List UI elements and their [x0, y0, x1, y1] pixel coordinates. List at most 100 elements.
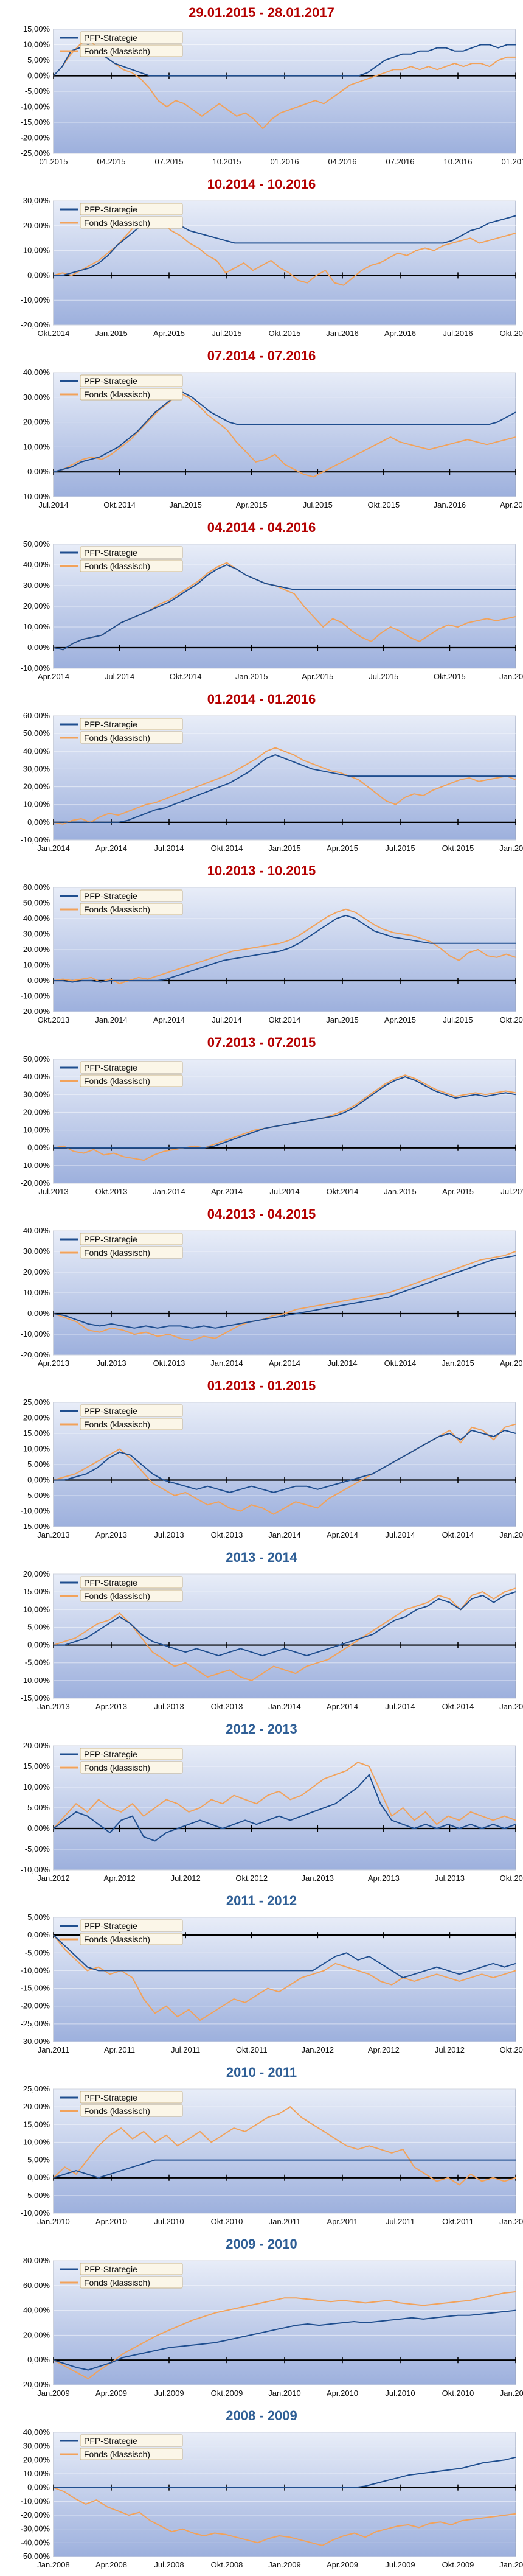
y-tick-label: -5,00%: [25, 1844, 50, 1853]
x-tick-label: Apr.2009: [327, 2560, 358, 2569]
y-tick-label: -25,00%: [21, 149, 50, 158]
y-tick-label: 10,00%: [23, 2137, 50, 2146]
legend: PFP-Strategie Fonds (klassisch): [60, 2434, 183, 2460]
series-line-strategy: [53, 391, 516, 473]
x-tick-label: Jan.2014: [268, 1530, 301, 1539]
y-tick-label: 20,00%: [23, 1107, 50, 1116]
y-tick-label: 15,00%: [23, 24, 50, 33]
y-tick-label: 0,00%: [27, 467, 50, 476]
x-tick-label: Jan.2015: [235, 672, 268, 681]
y-tick-label: 10,00%: [23, 1605, 50, 1614]
legend-label: Fonds (klassisch): [84, 218, 150, 228]
y-tick-label: 0,00%: [27, 1824, 50, 1833]
x-tick-label: Okt.2012: [235, 1874, 268, 1883]
chart-title: 10.2013 - 10.2015: [207, 863, 316, 878]
y-tick-label: -15,00%: [21, 1984, 50, 1993]
series-line-strategy: [53, 1255, 516, 1329]
x-tick-label: Apr.2016: [500, 500, 523, 509]
y-tick-label: 20,00%: [23, 1569, 50, 1578]
chart-title: 2013 - 2014: [226, 1550, 297, 1565]
x-tick-label: Jul.2014: [269, 1187, 299, 1196]
y-tick-label: 60,00%: [23, 711, 50, 720]
x-tick-label: Jul.2011: [386, 2217, 415, 2226]
chart-panel: 10.2013 - 10.2015 60,00% 50,00% 40,00% 30,00…: [0, 858, 523, 1030]
y-tick-label: 20,00%: [23, 221, 50, 230]
y-tick-label: 20,00%: [23, 418, 50, 427]
x-tick-label: Jan.2008: [37, 2560, 70, 2569]
y-tick-label: 25,00%: [23, 2084, 50, 2093]
x-tick-label: 07.2015: [155, 157, 184, 166]
legend-box: [80, 1919, 183, 1932]
legend-box: [80, 1418, 183, 1430]
legend-label: Fonds (klassisch): [84, 2106, 150, 2116]
legend-box: [80, 216, 183, 229]
x-tick-label: Okt.2012: [500, 2045, 523, 2054]
legend-label: Fonds (klassisch): [84, 2449, 150, 2459]
x-tick-label: 10.2015: [213, 157, 241, 166]
x-tick-label: Jan.2015: [384, 1187, 417, 1196]
chart-panel: 2010 - 2011 25,00% 20,00% 15,00% 10,00% 5,00%…: [0, 2060, 523, 2231]
x-tick-label: Jul.2013: [154, 1702, 184, 1711]
x-tick-label: 01.2015: [40, 157, 68, 166]
x-tick-label: Jan.2015: [268, 844, 301, 853]
legend-label: PFP-Strategie: [84, 1578, 137, 1587]
x-tick-label: Apr.2015: [327, 844, 358, 853]
y-tick-label: -40,00%: [21, 2538, 50, 2547]
series-line-fonds: [53, 2487, 516, 2546]
y-tick-label: 5,00%: [27, 2155, 50, 2165]
legend: PFP-Strategie Fonds (klassisch): [60, 203, 183, 229]
x-tick-label: Apr.2015: [302, 672, 333, 681]
legend-label: PFP-Strategie: [84, 1406, 137, 1416]
y-tick-label: 15,00%: [23, 2119, 50, 2129]
series-line-strategy: [54, 914, 516, 983]
x-tick-label: Okt.2014: [38, 329, 70, 338]
legend-box: [80, 2434, 183, 2447]
y-tick-label: 40,00%: [23, 2306, 50, 2315]
y-tick-label: -20,00%: [21, 133, 50, 142]
y-tick-label: 20,00%: [23, 1741, 50, 1750]
legend-label: PFP-Strategie: [84, 33, 137, 43]
x-tick-label: Jul.2015: [443, 1015, 473, 1024]
y-tick-label: 0,00%: [27, 1640, 50, 1650]
x-tick-label: Jan.2009: [268, 2560, 301, 2569]
x-tick-label: Jul.2009: [154, 2389, 184, 2398]
x-tick-label: Jul.2013: [154, 1530, 184, 1539]
chart-title: 2010 - 2011: [226, 2065, 297, 2080]
x-tick-label: Jul.2013: [38, 1187, 68, 1196]
line-chart: 15,00% 10,00% 5,00% 0,00% -5,00% -10,00% -15,0…: [21, 24, 523, 166]
x-tick-label: Jan.2012: [302, 2045, 334, 2054]
y-tick-label: 0,00%: [27, 976, 50, 985]
chart-panel: 10.2014 - 10.2016 30,00% 20,00% 10,00% 0,00%…: [0, 172, 523, 343]
y-tick-label: -10,00%: [21, 1329, 50, 1339]
x-tick-label: Jan.2011: [500, 2389, 523, 2398]
legend: PFP-Strategie Fonds (klassisch): [60, 889, 183, 915]
x-tick-label: Apr.2016: [384, 329, 416, 338]
x-tick-label: Apr.2013: [95, 1530, 127, 1539]
y-tick-label: -30,00%: [21, 2037, 50, 2046]
x-tick-label: Jan.2012: [499, 2217, 523, 2226]
x-tick-label: Okt.2013: [500, 1874, 523, 1883]
y-tick-label: 0,00%: [27, 1143, 50, 1152]
legend-box: [80, 546, 183, 559]
legend-box: [80, 1761, 183, 1774]
y-tick-label: 15,00%: [23, 1762, 50, 1771]
legend-label: PFP-Strategie: [84, 719, 137, 729]
legend-box: [80, 1246, 183, 1259]
y-tick-label: 30,00%: [23, 581, 50, 590]
y-tick-label: 30,00%: [23, 764, 50, 773]
x-tick-label: Apr.2010: [95, 2217, 127, 2226]
x-tick-label: Apr.2014: [38, 672, 69, 681]
y-tick-label: 5,00%: [27, 55, 50, 65]
series-line-fonds: [53, 1251, 516, 1342]
legend-label: Fonds (klassisch): [84, 390, 150, 399]
x-tick-label: Okt.2016: [500, 329, 523, 338]
y-tick-label: -10,00%: [21, 1507, 50, 1516]
line-chart: 40,00% 30,00% 20,00% 10,00% 0,00% -10,00% -20,…: [21, 2427, 523, 2569]
x-tick-label: Apr.2014: [327, 1702, 358, 1711]
legend-box: [80, 1589, 183, 1602]
line-chart: 60,00% 50,00% 40,00% 30,00% 20,00% 10,00% 0,00…: [21, 883, 523, 1024]
x-tick-label: Jul.2009: [385, 2560, 415, 2569]
y-tick-label: 10,00%: [23, 1288, 50, 1297]
legend-box: [80, 203, 183, 215]
